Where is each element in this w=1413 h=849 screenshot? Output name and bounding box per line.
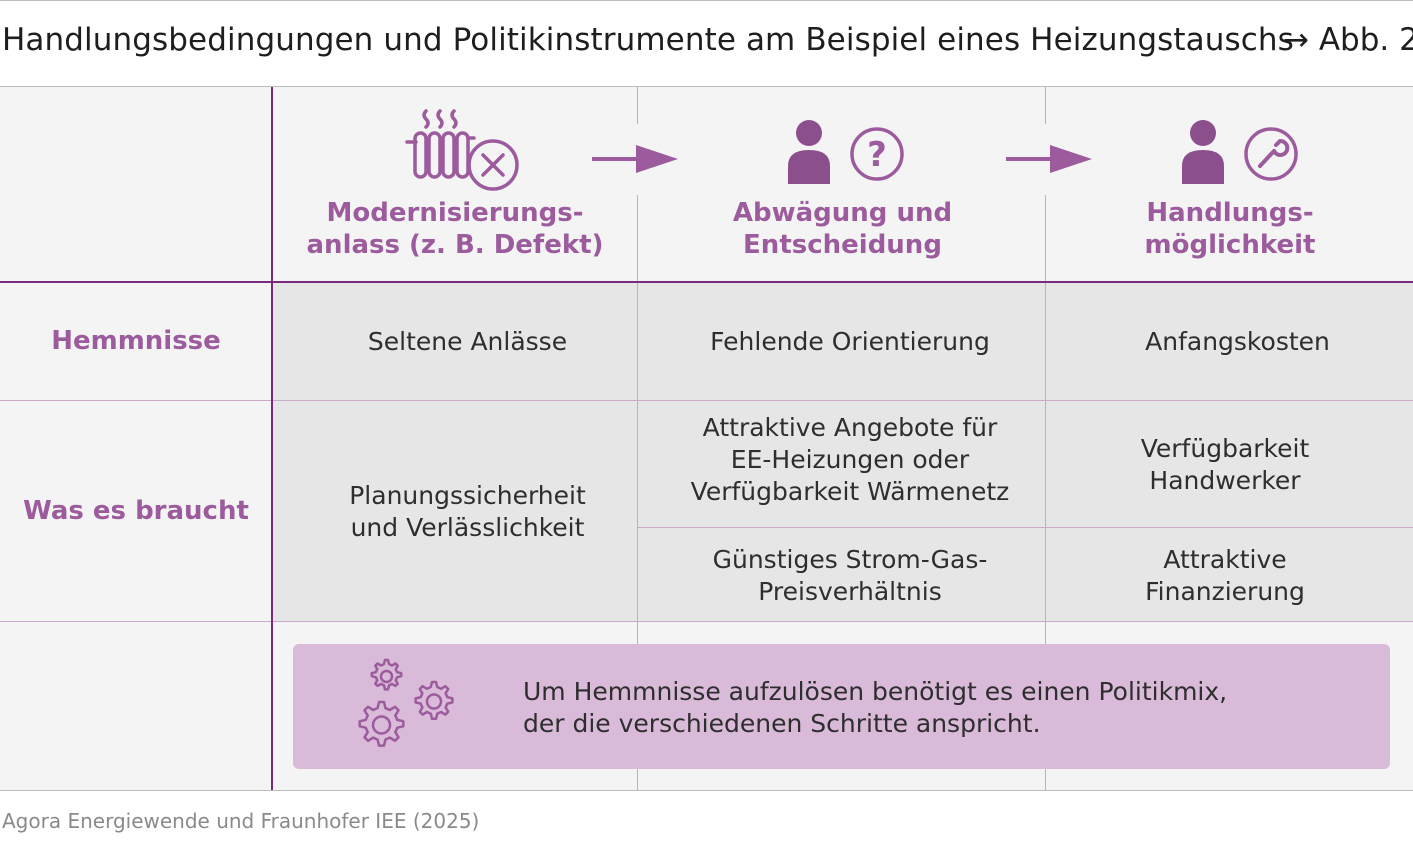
page-title: Handlungsbedingungen und Politikinstrume… <box>2 22 1294 58</box>
svg-text:?: ? <box>867 135 887 175</box>
hemmnis-cell: Fehlende Orientierung <box>710 327 990 356</box>
need-cell: Attraktive Angebote für EE-Heizungen ode… <box>690 413 1010 506</box>
phase-label: Abwägung und Entscheidung <box>732 198 953 260</box>
arrow-right-icon <box>1006 145 1092 173</box>
radiator-x-icon <box>405 109 519 191</box>
column-divider <box>1045 195 1046 791</box>
row-divider <box>0 400 1413 401</box>
hemmnis-cell: Seltene Anlässe <box>367 327 568 356</box>
column-divider <box>637 195 638 791</box>
row-label-was-es-braucht: Was es braucht <box>23 496 249 526</box>
policy-mix-callout <box>293 644 1390 769</box>
row-divider <box>0 621 1413 622</box>
phase-label: Handlungs- möglichkeit <box>1144 198 1316 260</box>
gears-icon <box>358 658 454 747</box>
column-divider <box>637 87 638 124</box>
source-credit: Agora Energiewende und Fraunhofer IEE (2… <box>2 809 480 833</box>
policy-mix-text: Um Hemmnisse aufzulösen benötigt es eine… <box>523 677 1228 738</box>
header-row-divider <box>0 281 1413 283</box>
bottom-rule <box>0 790 1413 791</box>
phase-label: Modernisierungs- anlass (z. B. Defekt) <box>306 198 604 260</box>
arrow-right-icon <box>592 145 678 173</box>
need-cell: Günstiges Strom-Gas- Preisverhältnis <box>712 545 988 606</box>
label-column-divider <box>271 87 273 791</box>
column-divider <box>1045 87 1046 124</box>
figure-reference: → Abb. 2 <box>1283 22 1413 58</box>
top-rule <box>0 0 1413 1</box>
header-rule <box>0 86 1413 87</box>
need-cell: Verfügbarkeit Handwerker <box>1140 434 1310 495</box>
person-wrench-icon <box>1182 120 1298 184</box>
need-cell: Planungssicherheit und Verlässlichkeit <box>349 481 586 542</box>
row-label-hemmnisse: Hemmnisse <box>51 326 221 356</box>
person-question-icon: ? <box>788 120 904 184</box>
cell-divider <box>638 527 1413 528</box>
need-cell: Attraktive Finanzierung <box>1145 545 1305 606</box>
hemmnis-cell: Anfangskosten <box>1145 327 1330 356</box>
data-cells-background <box>273 282 1413 621</box>
